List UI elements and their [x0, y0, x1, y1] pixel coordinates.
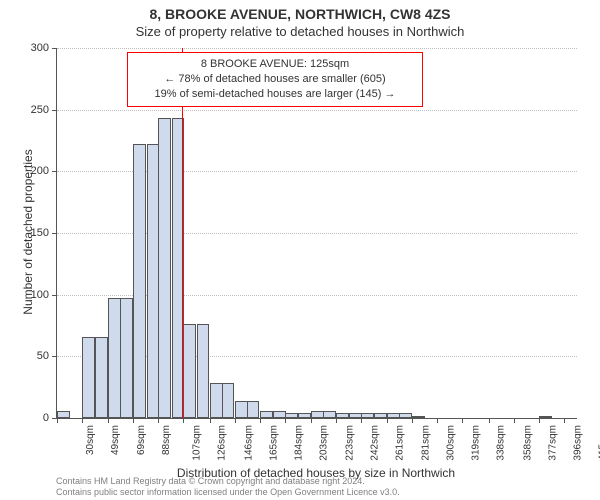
histogram-bar	[285, 413, 298, 418]
histogram-bar	[57, 411, 70, 418]
footer-attribution: Contains HM Land Registry data © Crown c…	[56, 476, 400, 499]
xtick-label: 126sqm	[217, 425, 228, 461]
ytick-label: 50	[19, 350, 49, 362]
xtick-mark	[311, 418, 312, 423]
xtick-label: 203sqm	[318, 425, 329, 461]
xtick-mark	[158, 418, 159, 423]
histogram-bar	[539, 416, 552, 418]
xtick-mark	[183, 418, 184, 423]
annotation-line-2: ← 78% of detached houses are smaller (60…	[136, 72, 414, 87]
histogram-bar	[158, 118, 171, 418]
grid-line	[57, 48, 577, 49]
xtick-mark	[133, 418, 134, 423]
chart-container: 8, BROOKE AVENUE, NORTHWICH, CW8 4ZS Siz…	[0, 0, 600, 500]
ytick-mark	[52, 110, 57, 111]
xtick-mark	[437, 418, 438, 423]
histogram-bar	[133, 144, 146, 418]
histogram-bar	[120, 298, 133, 418]
histogram-bar	[183, 324, 196, 418]
xtick-label: 358sqm	[522, 425, 533, 461]
histogram-bar	[298, 413, 311, 418]
xtick-mark	[57, 418, 58, 423]
xtick-label: 377sqm	[547, 425, 558, 461]
histogram-bar	[82, 337, 95, 418]
histogram-bar	[361, 413, 374, 418]
xtick-mark	[564, 418, 565, 423]
xtick-mark	[336, 418, 337, 423]
histogram-bar	[374, 413, 387, 418]
ytick-label: 0	[19, 412, 49, 424]
annotation-line-1: 8 BROOKE AVENUE: 125sqm	[136, 57, 414, 72]
xtick-label: 30sqm	[85, 425, 96, 455]
xtick-mark	[235, 418, 236, 423]
xtick-mark	[108, 418, 109, 423]
xtick-label: 338sqm	[496, 425, 507, 461]
histogram-bar	[222, 383, 235, 418]
xtick-label: 184sqm	[293, 425, 304, 461]
xtick-mark	[514, 418, 515, 423]
page-subtitle: Size of property relative to detached ho…	[0, 22, 600, 39]
histogram-bar	[260, 411, 273, 418]
ytick-mark	[52, 295, 57, 296]
footer-line-2: Contains public sector information licen…	[56, 487, 400, 498]
histogram-bar	[336, 413, 349, 418]
xtick-label: 319sqm	[471, 425, 482, 461]
xtick-label: 261sqm	[395, 425, 406, 461]
ytick-label: 300	[19, 42, 49, 54]
xtick-mark	[462, 418, 463, 423]
histogram-bar	[323, 411, 336, 418]
xtick-label: 396sqm	[572, 425, 583, 461]
ytick-label: 150	[19, 227, 49, 239]
ytick-mark	[52, 233, 57, 234]
page-title: 8, BROOKE AVENUE, NORTHWICH, CW8 4ZS	[0, 0, 600, 22]
xtick-label: 146sqm	[243, 425, 254, 461]
histogram-bar	[247, 401, 260, 418]
xtick-mark	[285, 418, 286, 423]
histogram-bar	[95, 337, 108, 418]
xtick-mark	[489, 418, 490, 423]
xtick-mark	[412, 418, 413, 423]
xtick-mark	[539, 418, 540, 423]
ytick-mark	[52, 356, 57, 357]
plot-area: 05010015020025030030sqm49sqm69sqm88sqm10…	[56, 48, 577, 419]
annotation-box: 8 BROOKE AVENUE: 125sqm ← 78% of detache…	[127, 52, 423, 107]
xtick-mark	[260, 418, 261, 423]
histogram-bar	[197, 324, 210, 418]
ytick-mark	[52, 171, 57, 172]
xtick-label: 223sqm	[345, 425, 356, 461]
xtick-label: 49sqm	[110, 425, 121, 455]
xtick-label: 281sqm	[421, 425, 432, 461]
xtick-label: 69sqm	[136, 425, 147, 455]
histogram-bar	[399, 413, 412, 418]
ytick-mark	[52, 48, 57, 49]
footer-line-1: Contains HM Land Registry data © Crown c…	[56, 476, 400, 487]
grid-line	[57, 110, 577, 111]
xtick-mark	[387, 418, 388, 423]
xtick-label: 165sqm	[268, 425, 279, 461]
ytick-label: 100	[19, 289, 49, 301]
histogram-bar	[412, 416, 425, 418]
xtick-label: 300sqm	[446, 425, 457, 461]
xtick-mark	[210, 418, 211, 423]
xtick-label: 88sqm	[161, 425, 172, 455]
annotation-line-3: 19% of semi-detached houses are larger (…	[136, 87, 414, 102]
xtick-label: 107sqm	[192, 425, 203, 461]
xtick-label: 242sqm	[370, 425, 381, 461]
xtick-mark	[82, 418, 83, 423]
ytick-label: 200	[19, 165, 49, 177]
ytick-label: 250	[19, 104, 49, 116]
xtick-mark	[361, 418, 362, 423]
